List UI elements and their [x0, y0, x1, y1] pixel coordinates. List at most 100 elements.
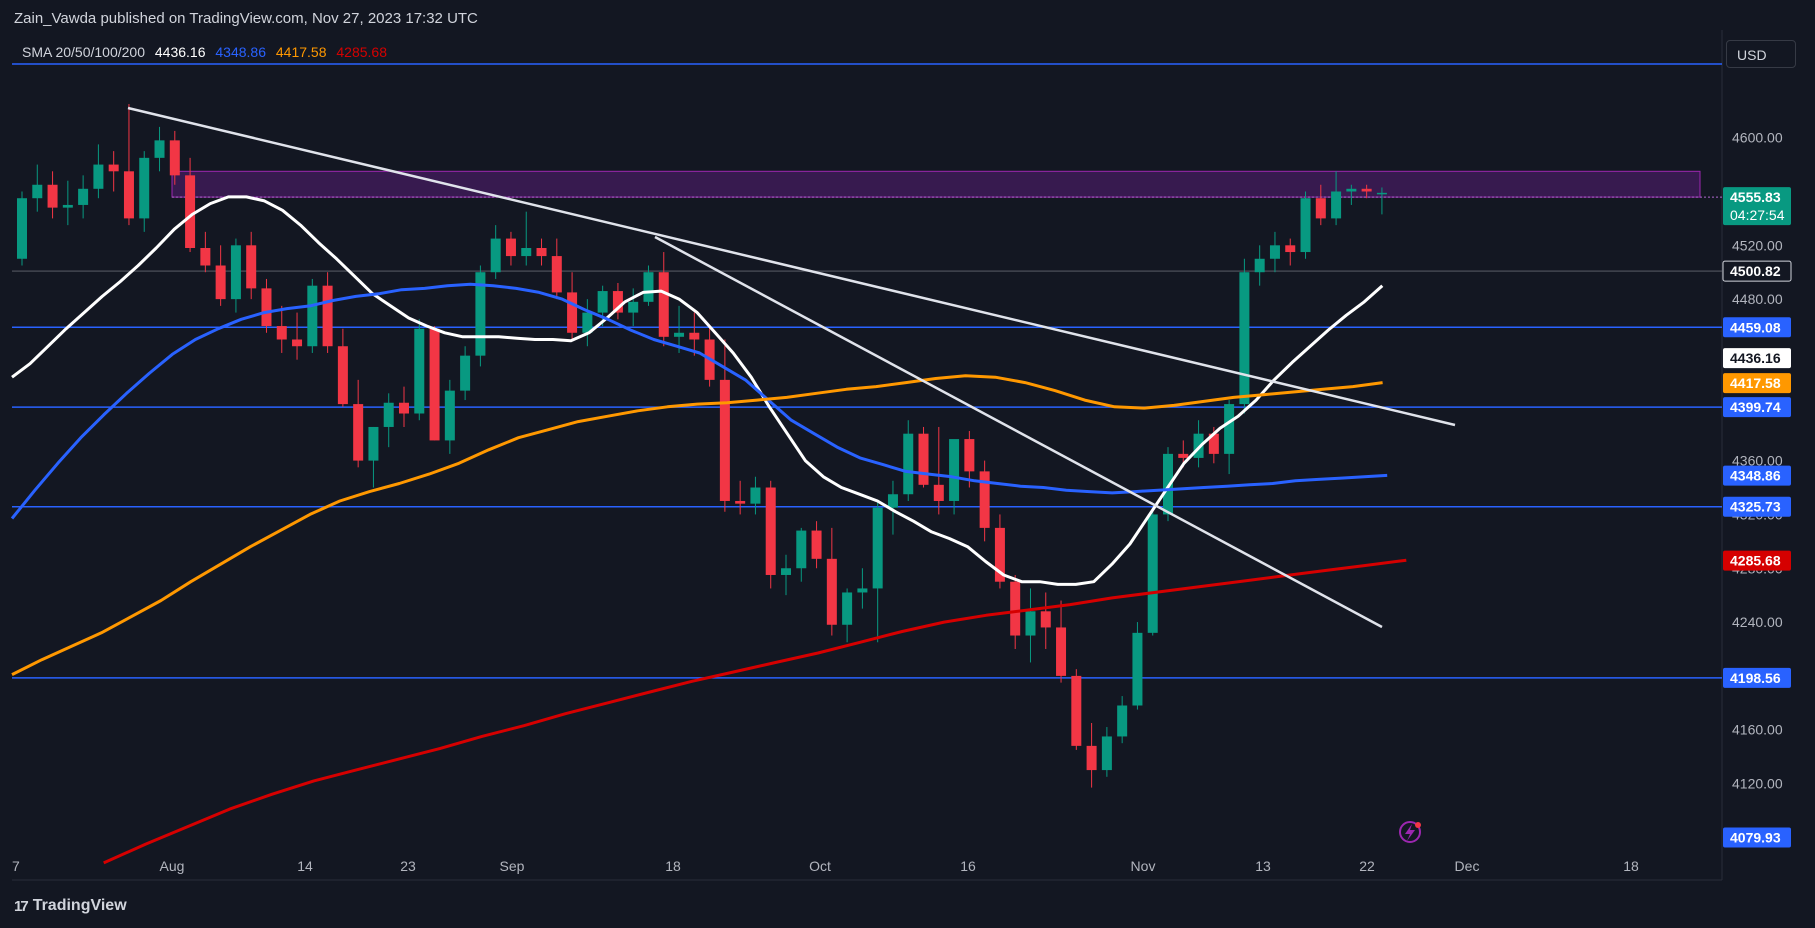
alert-dot-icon [1415, 822, 1421, 828]
sma50-line [10, 282, 1388, 520]
candle-body [17, 198, 27, 259]
candle-body [1132, 632, 1143, 706]
candle-body [949, 439, 960, 501]
candle-body [796, 530, 807, 569]
candle-body [643, 272, 654, 302]
candle-body [689, 332, 700, 340]
candle-body [169, 140, 180, 176]
candle-body [826, 558, 837, 625]
price-label-countdown: 04:27:54 [1730, 207, 1785, 223]
candle-body [475, 272, 486, 356]
candle-body [1086, 745, 1097, 771]
candle-body [139, 157, 150, 219]
candle-body [490, 238, 501, 273]
price-label-box [1723, 348, 1791, 369]
candle-body [1300, 198, 1311, 253]
candle-body [1147, 514, 1158, 633]
price-label-box [1723, 496, 1791, 517]
candle-body [1056, 627, 1067, 676]
candle-body [857, 588, 868, 593]
candle-body [399, 402, 409, 414]
sma20-line [11, 195, 1384, 586]
candle-body [567, 292, 578, 333]
candle-body [1224, 404, 1235, 454]
candle-body [1208, 433, 1219, 454]
candle-body [62, 204, 73, 208]
candle-body [811, 530, 822, 559]
time-tick-label: Oct [809, 858, 831, 874]
candle-body [674, 332, 685, 337]
candle-body [612, 291, 623, 313]
sma200-line [103, 558, 1407, 865]
price-label-value: 4079.93 [1730, 829, 1781, 845]
price-label-box [1723, 187, 1791, 226]
candle-body [521, 248, 532, 257]
time-tick-label: 7 [12, 858, 20, 874]
candle-body [460, 355, 471, 391]
candle-body [536, 248, 547, 257]
candle-body [842, 592, 853, 625]
candle-body [307, 285, 318, 347]
candle-body [887, 494, 898, 508]
time-tick-label: Sep [500, 858, 525, 874]
price-tick-label: 4360.00 [1732, 453, 1783, 469]
time-tick-label: 23 [400, 858, 416, 874]
price-tick-label: 4160.00 [1732, 722, 1783, 738]
brand-name: TradingView [32, 897, 127, 914]
candle-body [78, 188, 89, 205]
indicator-legend[interactable]: SMA 20/50/100/200 4436.16 4348.86 4417.5… [22, 44, 393, 60]
candle-body [1071, 675, 1082, 746]
tradingview-brand[interactable]: 17 TradingView [14, 897, 127, 915]
legend-title: SMA 20/50/100/200 [22, 44, 145, 60]
candle-body [185, 175, 196, 249]
legend-sma50-value: 4348.86 [215, 44, 266, 60]
candle-body [108, 164, 119, 172]
price-label-value: 4285.68 [1730, 553, 1781, 569]
time-tick-label: Dec [1455, 858, 1480, 874]
time-tick-label: 22 [1359, 858, 1375, 874]
time-tick-label: 16 [960, 858, 976, 874]
candle-body [628, 301, 639, 313]
time-tick-label: Aug [160, 858, 185, 874]
candle-body [444, 390, 455, 441]
candle-body [215, 265, 226, 300]
candle-body [1178, 453, 1189, 458]
candle-body [276, 326, 287, 340]
price-label-box [1723, 827, 1791, 848]
candle-body [292, 339, 303, 347]
candle-body [979, 471, 990, 528]
candle-body [93, 164, 104, 189]
price-label-value: 4348.86 [1730, 468, 1781, 484]
price-label-value: 4399.74 [1730, 399, 1781, 415]
candle-body [1346, 188, 1357, 192]
sma100-line [11, 374, 1383, 676]
candle-body [1331, 191, 1342, 219]
candle-body [1101, 736, 1112, 771]
tradingview-logo-icon: 17 [14, 897, 29, 915]
candle-body [597, 291, 608, 313]
candle-body [1285, 245, 1296, 253]
candle-body [337, 346, 348, 405]
candle-body [1361, 188, 1372, 192]
candle-body [200, 248, 211, 266]
candle-body [918, 433, 929, 485]
price-label-value: 4436.16 [1730, 350, 1781, 366]
legend-sma20-value: 4436.16 [154, 44, 206, 60]
candle-body [765, 487, 776, 575]
price-label-value: 4198.56 [1730, 670, 1781, 686]
candle-body [322, 285, 333, 347]
currency-button[interactable]: USD [1726, 40, 1796, 68]
candle-body [1239, 272, 1250, 405]
price-tick-label: 4600.00 [1732, 130, 1783, 146]
time-tick-label: 14 [297, 858, 313, 874]
candle-body [750, 487, 761, 504]
price-label-box [1722, 260, 1792, 282]
price-label-value: 4555.83 [1730, 189, 1781, 205]
candle-body [658, 272, 669, 337]
candle-body [1254, 258, 1265, 273]
candle-body [123, 171, 134, 219]
candle-body [872, 507, 883, 589]
candle-body [383, 402, 394, 427]
price-tick-label: 4480.00 [1732, 291, 1783, 307]
